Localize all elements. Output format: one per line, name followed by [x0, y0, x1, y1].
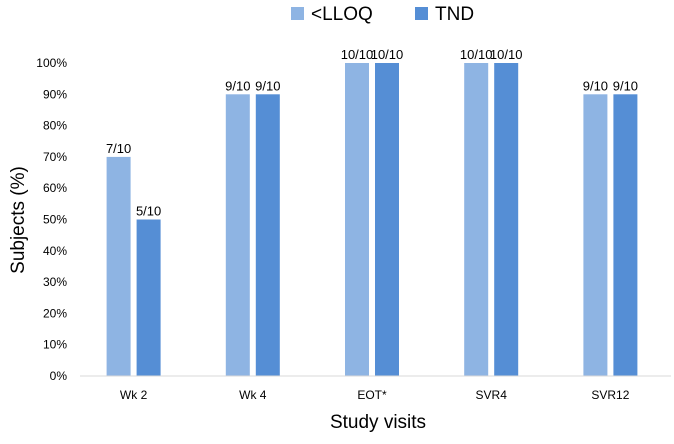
y-tick-label: 30% — [43, 275, 67, 289]
legend-swatch-tnd — [415, 7, 428, 20]
x-tick-label: Wk 2 — [120, 388, 148, 402]
x-axis: Wk 2 Wk 4 EOT* SVR4 SVR12 — [120, 388, 630, 402]
bar — [583, 94, 608, 377]
x-tick-label: Wk 4 — [239, 388, 267, 402]
data-label: 10/10 — [460, 47, 493, 62]
data-label: 10/10 — [341, 47, 374, 62]
data-label: 7/10 — [106, 141, 131, 156]
y-tick-label: 80% — [43, 119, 67, 133]
bar — [106, 156, 131, 376]
x-tick-label: EOT* — [357, 388, 387, 402]
x-tick-label: SVR4 — [476, 388, 508, 402]
y-tick-label: 60% — [43, 181, 67, 195]
data-label: 9/10 — [583, 78, 608, 93]
bar — [464, 63, 489, 376]
y-tick-label: 40% — [43, 244, 67, 258]
bar — [255, 94, 280, 377]
legend-label-lloq: <LLOQ — [311, 4, 373, 25]
y-tick-label: 70% — [43, 150, 67, 164]
y-axis: 0% 10% 20% 30% 40% 50% 60% 70% 80% 90% 100% — [36, 56, 67, 383]
bar — [345, 63, 369, 376]
data-label: 10/10 — [490, 47, 523, 62]
data-label: 9/10 — [613, 78, 638, 93]
y-tick-label: 10% — [43, 338, 67, 352]
data-label: 9/10 — [225, 78, 250, 93]
x-axis-title: Study visits — [330, 412, 426, 433]
y-tick-label: 50% — [43, 213, 67, 227]
legend-swatch-lloq — [291, 7, 304, 20]
y-tick-label: 20% — [43, 306, 67, 320]
x-tick-label: SVR12 — [591, 388, 629, 402]
bar — [613, 94, 638, 377]
y-axis-title: Subjects (%) — [8, 166, 29, 274]
y-tick-label: 90% — [43, 87, 67, 101]
bar — [375, 63, 399, 376]
bar — [225, 94, 250, 377]
y-tick-label: 0% — [50, 369, 68, 383]
bar — [136, 219, 161, 376]
data-label: 9/10 — [255, 78, 280, 93]
data-label: 10/10 — [371, 47, 404, 62]
bar — [494, 63, 519, 376]
legend: <LLOQ TND — [291, 4, 474, 25]
legend-label-tnd: TND — [435, 4, 474, 25]
data-label: 5/10 — [136, 204, 161, 219]
y-tick-label: 100% — [36, 56, 67, 70]
